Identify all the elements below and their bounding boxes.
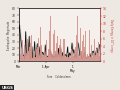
Bar [83,35,84,61]
Bar [95,55,96,61]
Bar [46,40,47,61]
Bar [57,36,58,61]
Bar [85,31,86,61]
Bar [26,53,27,61]
Bar [40,27,41,61]
Bar [35,57,36,61]
Bar [37,47,38,61]
Bar [21,50,22,61]
Bar [96,49,97,61]
Bar [87,54,88,61]
Bar [93,53,94,61]
Bar [79,58,80,61]
Bar [78,54,79,61]
Bar [27,39,28,61]
Bar [54,30,55,61]
Bar [70,57,71,61]
Bar [63,54,64,61]
Bar [58,56,59,61]
Bar [24,45,25,61]
Bar [64,39,65,61]
Bar [38,38,39,61]
Bar [59,45,60,61]
Bar [61,49,62,61]
Bar [31,35,32,61]
Bar [82,41,83,61]
Y-axis label: Earthquake  Magnitude: Earthquake Magnitude [7,20,11,50]
Bar [91,45,92,61]
Bar [41,45,42,61]
Bar [74,53,75,61]
Bar [67,52,68,61]
Bar [39,56,40,61]
Bar [29,47,30,61]
Bar [66,58,67,61]
Bar [86,57,87,61]
Bar [32,58,33,61]
Bar [73,56,74,61]
Bar [44,48,45,61]
Bar [22,40,23,61]
Bar [33,51,34,61]
Y-axis label: Daily Energy in 10^x ergs: Daily Energy in 10^x ergs [109,19,113,51]
Bar [69,56,70,61]
Bar [65,57,66,61]
Bar [36,49,37,61]
Bar [71,49,72,61]
Bar [45,55,46,61]
Bar [42,56,43,61]
Text: USGS: USGS [1,86,13,90]
Bar [84,47,85,61]
Bar [76,35,77,61]
Bar [34,51,35,61]
Bar [56,43,57,61]
Bar [47,36,48,61]
Bar [19,34,20,61]
Bar [50,16,51,61]
Bar [53,34,54,61]
Bar [94,39,95,61]
Bar [51,54,52,61]
Bar [48,49,49,61]
Bar [43,55,44,61]
Bar [30,38,31,61]
Bar [72,51,73,61]
X-axis label: Fore    Caldera/mm: Fore Caldera/mm [47,75,71,79]
Bar [80,28,81,61]
Bar [97,53,98,61]
Bar [81,51,82,61]
Bar [55,51,56,61]
Bar [18,31,19,61]
Bar [60,39,61,61]
Bar [62,56,63,61]
Bar [98,42,99,61]
Bar [68,57,69,61]
Bar [52,56,53,61]
Bar [92,57,93,61]
Bar [25,57,26,61]
Bar [99,56,100,61]
Bar [49,31,50,61]
Bar [75,47,76,61]
Bar [77,16,78,61]
Bar [20,54,21,61]
Bar [28,51,29,61]
Bar [23,56,24,61]
Bar [89,30,90,61]
Bar [88,56,89,61]
Bar [90,57,91,61]
